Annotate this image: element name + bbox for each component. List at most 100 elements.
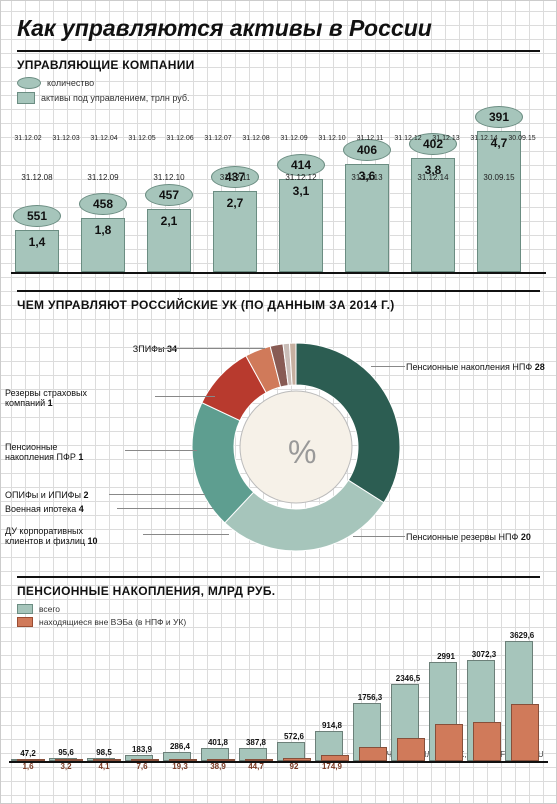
section1-legend: количество активы под управлением, трлн … (1, 74, 556, 104)
section2-heading: ЧЕМ УПРАВЛЯЮТ РОССИЙСКИЕ УК (ПО ДАННЫМ З… (1, 296, 556, 314)
outside-bar (131, 759, 159, 761)
outside-value: 19,3 (161, 762, 199, 771)
outside-value: 38,9 (199, 762, 237, 771)
donut-label: ЗПИФы 34 (67, 344, 177, 354)
bar-value: 1,8 (82, 223, 124, 237)
bar-col: 4063,6 (341, 139, 393, 272)
count-oval: 391 (475, 106, 523, 128)
total-value: 572,6 (275, 732, 313, 741)
donut-label: Военная ипотека 4 (5, 504, 145, 514)
x-label: 31.12.08 (237, 135, 275, 142)
bar-col: 457 2,1 (143, 184, 195, 272)
bar-col: 551 1,4 (11, 205, 63, 272)
x-label: 31.12.09 (77, 173, 129, 182)
outside-value: 4,1 (85, 762, 123, 771)
donut-label: Пенсионные накопления НПФ 28 (406, 362, 546, 372)
leader-line (109, 494, 205, 495)
outside-bar (473, 722, 501, 761)
count-oval: 457 (145, 184, 193, 206)
count-oval: 551 (13, 205, 61, 227)
aum-bar: 3,1 (279, 179, 323, 272)
total-value: 2346,5 (389, 674, 427, 683)
leader-line (353, 536, 405, 537)
legend-aum-label: активы под управлением, трлн руб. (41, 93, 190, 103)
total-value: 914,8 (313, 721, 351, 730)
x-label: 31.12.11 (351, 135, 389, 142)
legend-total-label: всего (39, 604, 60, 614)
legend-total-icon (17, 604, 33, 614)
leader-line (155, 396, 215, 397)
total-value: 2991 (427, 652, 465, 661)
bar-col: 4143,1 (275, 154, 327, 272)
donut-label: Пенсионныенакопления ПФР 1 (5, 442, 125, 463)
total-value: 98,5 (85, 748, 123, 757)
leader-line (145, 348, 265, 349)
x-label: 31.12.07 (199, 135, 237, 142)
x-label: 31.12.05 (123, 135, 161, 142)
legend-count-label: количество (47, 78, 94, 88)
x-label: 31.12.06 (161, 135, 199, 142)
leader-line (143, 534, 229, 535)
bar-col: 3914,7 (473, 106, 525, 272)
leader-line (117, 508, 213, 509)
section1-x-axis: 31.12.0831.12.0931.12.1031.12.1131.12.12… (11, 173, 546, 187)
x-label: 31.12.11 (209, 173, 261, 182)
aum-bar: 2,7 (213, 191, 257, 272)
section1-heading: УПРАВЛЯЮЩИЕ КОМПАНИИ (1, 56, 556, 74)
donut-label: Пенсионные резервы НПФ 20 (406, 532, 546, 542)
donut-center-text: % (288, 434, 316, 471)
donut-label: ДУ корпоративныхклиентов и физлиц 10 (5, 526, 145, 547)
legend-outside-icon (17, 617, 33, 627)
x-label: 31.12.03 (47, 135, 85, 142)
x-label: 31.12.13 (341, 173, 393, 182)
outside-bar (17, 759, 45, 761)
outside-bar (435, 724, 463, 761)
section1-chart: 5511,44581,84572,14372,74143,14063,64023… (11, 104, 546, 274)
outside-bar (397, 738, 425, 761)
total-value: 183,9 (123, 745, 161, 754)
aum-bar: 2,1 (147, 209, 191, 272)
outside-value: 3,2 (47, 762, 85, 771)
section3-chart: 47,21,695,63,298,54,1183,97,6286,419,340… (9, 631, 548, 763)
outside-bar (321, 755, 349, 761)
outside-bar (207, 759, 235, 761)
x-label: 31.12.13 (427, 135, 465, 142)
outside-bar (511, 704, 539, 761)
outside-value: 7,6 (123, 762, 161, 771)
x-label: 31.12.14 (465, 135, 503, 142)
total-value: 401,8 (199, 738, 237, 747)
aum-bar: 1,4 (15, 230, 59, 272)
total-value: 95,6 (47, 748, 85, 757)
x-label: 31.12.09 (275, 135, 313, 142)
legend-oval-icon (17, 77, 41, 89)
legend-box-icon (17, 92, 35, 104)
outside-bar (283, 758, 311, 761)
leader-line (125, 450, 197, 451)
bar-col: 4023,8 (407, 133, 459, 272)
total-value: 1756,3 (351, 693, 389, 702)
section3-x-axis: 31.12.0231.12.0331.12.0431.12.0531.12.06… (9, 135, 548, 149)
leader-line (371, 366, 405, 367)
total-value: 3629,6 (503, 631, 541, 640)
donut-label: ОПИФы и ИПИФы 2 (5, 490, 145, 500)
outside-bar (55, 759, 83, 761)
x-label: 31.12.08 (11, 173, 63, 182)
bar-value: 2,1 (148, 214, 190, 228)
total-value: 47,2 (9, 749, 47, 758)
separator (17, 50, 540, 52)
aum-bar: 4,7 (477, 131, 521, 272)
x-label: 30.09.15 (503, 135, 541, 142)
outside-bar (359, 747, 387, 761)
x-label: 31.12.04 (85, 135, 123, 142)
count-oval: 458 (79, 193, 127, 215)
x-label: 31.12.02 (9, 135, 47, 142)
bar-value: 2,7 (214, 196, 256, 210)
outside-value: 174,9 (313, 762, 351, 771)
donut-label: Резервы страховыхкомпаний 1 (5, 388, 155, 409)
bar-value: 1,4 (16, 235, 58, 249)
outside-bar (93, 759, 121, 761)
x-label: 31.12.12 (389, 135, 427, 142)
outside-value: 1,6 (9, 762, 47, 771)
total-value: 387,8 (237, 738, 275, 747)
section3-heading: ПЕНСИОННЫЕ НАКОПЛЕНИЯ, МЛРД РУБ. (1, 582, 556, 600)
